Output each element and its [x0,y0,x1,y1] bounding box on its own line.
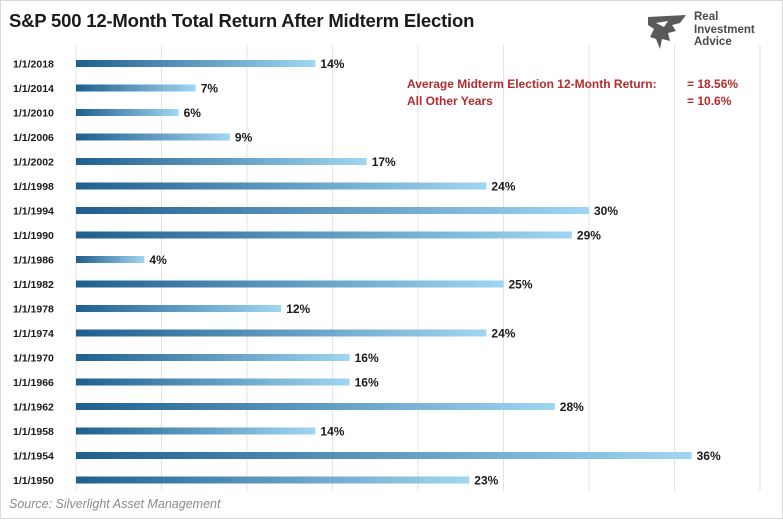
data-label: 28% [560,400,584,414]
category-label: 1/1/1982 [13,279,54,291]
bar [76,354,350,361]
data-label: 23% [474,474,498,488]
bar [76,158,367,165]
category-label: 1/1/1966 [13,377,54,389]
bar [76,256,145,263]
chart-title: S&P 500 12-Month Total Return After Midt… [9,10,475,31]
gridlines [75,45,761,491]
eagle-icon [648,15,686,49]
data-label: 30% [594,204,618,218]
data-label: 16% [355,376,379,390]
bar [76,378,350,386]
average-midterm-label: Average Midterm Election 12-Month Return… [407,77,657,91]
data-label: 12% [286,302,310,316]
data-label: 14% [320,57,344,71]
category-label: 1/1/1974 [13,328,54,340]
bar [76,452,692,459]
bar [76,305,282,312]
category-label: 1/1/1978 [13,304,54,316]
bar [76,403,555,410]
other-years-value: = 10.6% [687,94,732,108]
data-label: 17% [372,155,396,169]
data-label: 6% [184,106,202,120]
category-label: 1/1/2002 [13,157,54,169]
category-label: 1/1/1986 [13,255,54,267]
data-label: 24% [491,327,515,341]
bar [76,476,470,484]
category-label: 1/1/1998 [13,181,54,193]
bar [76,109,179,116]
bar [76,133,230,141]
category-label: 1/1/1954 [13,451,54,463]
bar [76,60,316,67]
logo-text: Real Investment Advice [694,11,755,48]
category-label: 1/1/2010 [13,108,54,120]
bar [76,427,316,435]
bar [76,84,196,92]
data-label: 25% [509,278,533,292]
category-label: 1/1/1990 [13,230,54,242]
data-label: 24% [491,180,515,194]
bar [76,207,589,214]
data-label: 29% [577,229,601,243]
bar [76,231,572,239]
data-label: 36% [697,449,721,463]
category-label: 1/1/1950 [13,475,54,487]
bar [76,280,504,288]
category-label: 1/1/1970 [13,353,54,365]
category-label: 1/1/2006 [13,132,54,144]
data-label: 9% [235,131,253,145]
source-note: Source: Silverlight Asset Management [9,497,221,511]
real-investment-advice-logo: Real Investment Advice [646,11,756,53]
data-label: 4% [149,253,167,267]
category-label: 1/1/2018 [13,59,54,71]
bar [76,329,487,337]
bar [76,182,487,190]
category-label: 1/1/2014 [13,83,54,95]
data-label: 14% [320,425,344,439]
category-label: 1/1/1958 [13,426,54,438]
category-label: 1/1/1994 [13,206,54,218]
data-label: 16% [355,351,379,365]
category-label: 1/1/1962 [13,402,54,414]
other-years-label: All Other Years [407,94,493,108]
average-midterm-value: = 18.56% [687,77,739,91]
data-label: 7% [201,82,219,96]
